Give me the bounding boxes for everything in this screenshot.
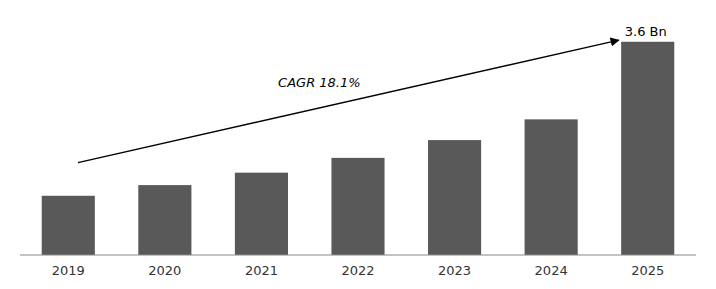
- bars: [42, 42, 675, 255]
- x-tick-label: 2021: [245, 263, 278, 278]
- chart-container: 2019 2020 2021 2022 2023 2024 2025 CAGR 18.1% 3.…: [0, 0, 716, 289]
- x-tick-label: 2019: [52, 263, 85, 278]
- bar: [42, 196, 95, 255]
- chart: 2019 2020 2021 2022 2023 2024 2025 CAGR 18.1% 3.…: [0, 0, 716, 289]
- x-tick-label: 2024: [535, 263, 568, 278]
- total-annotation: 3.6 Bn: [625, 24, 667, 39]
- bar: [621, 42, 674, 255]
- bar: [138, 185, 191, 255]
- bar: [235, 173, 288, 255]
- cagr-label: CAGR 18.1%: [278, 75, 361, 90]
- x-axis-line: [20, 255, 696, 256]
- x-tick-label: 2022: [341, 263, 374, 278]
- cagr-arrow: [78, 40, 619, 162]
- bar: [525, 119, 578, 255]
- bar: [331, 158, 384, 255]
- x-tick-label: 2025: [631, 263, 664, 278]
- x-tick-label: 2023: [438, 263, 471, 278]
- bar: [428, 140, 481, 255]
- x-tick-label: 2020: [148, 263, 181, 278]
